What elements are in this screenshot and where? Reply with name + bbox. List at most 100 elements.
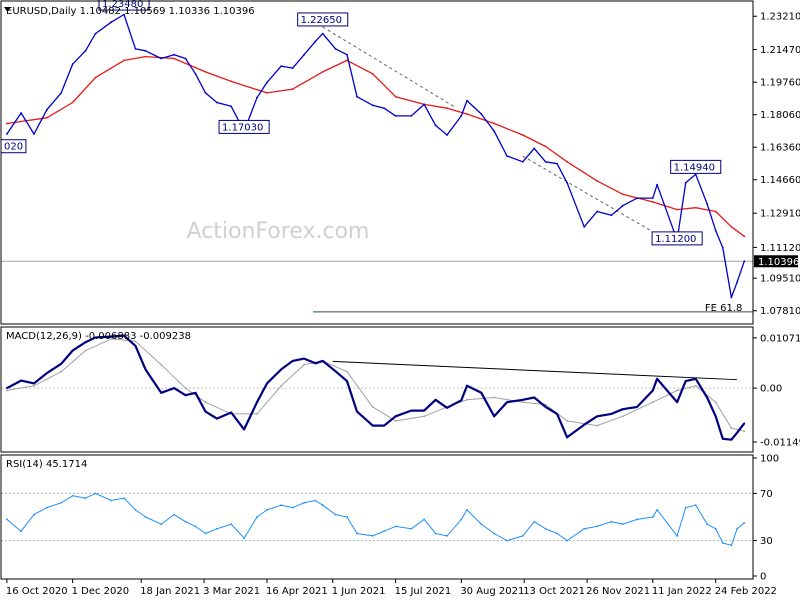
price-line-point	[194, 72, 197, 75]
macd-signal-line-point	[596, 424, 598, 427]
rsi-line-point	[134, 509, 137, 511]
macd-line-point	[60, 362, 63, 365]
macd-signal-line-point	[521, 401, 524, 404]
macd-line-point	[610, 413, 613, 415]
rsi-line-point	[243, 537, 246, 540]
rsi-line-point	[94, 492, 97, 495]
macd-line-point	[736, 431, 738, 434]
rsi-line-point	[356, 532, 358, 535]
moving-average-line-point	[596, 180, 598, 182]
macd-line-point	[160, 391, 163, 394]
price-line-point	[334, 48, 337, 50]
macd-line-point	[706, 396, 708, 399]
y-tick-label: 1.21470	[760, 45, 800, 56]
price-line-point	[123, 13, 125, 16]
macd-line-point	[656, 377, 658, 380]
macd-line-point	[266, 382, 268, 385]
macd-line-point	[446, 406, 448, 409]
price-line-point	[706, 202, 708, 205]
macd-line-point	[134, 345, 137, 347]
x-tick-label: 26 Nov 2021	[586, 586, 650, 597]
rsi-line-point	[60, 501, 63, 504]
y-tick-label: 1.11120	[760, 243, 800, 254]
macd-signal-line-point	[566, 420, 568, 422]
x-tick-label: 16 Oct 2020	[6, 586, 68, 597]
macd-line-point	[506, 401, 508, 404]
current-price-label: 1.10396	[758, 257, 799, 268]
macd-line-point	[480, 391, 483, 394]
moving-average-line-point	[394, 95, 397, 98]
rsi-line-point	[434, 532, 437, 535]
macd-line-point	[110, 335, 113, 338]
price-line-point	[621, 204, 624, 207]
moving-average-line	[6, 55, 745, 237]
rsi-line-point	[544, 527, 547, 530]
price-line-point	[280, 65, 283, 67]
price-line-point	[636, 197, 638, 200]
macd-signal-line-point	[6, 389, 8, 392]
rsi-line-point	[123, 497, 125, 499]
x-tick-label: 24 Feb 2022	[715, 586, 777, 597]
price-annotation: 1.17030	[222, 122, 263, 133]
rsi-line-point	[204, 532, 207, 535]
rsi-line-point	[256, 516, 258, 518]
macd-line-point	[256, 401, 258, 404]
rsi-line-point	[383, 530, 385, 533]
moving-average-line-point	[71, 101, 74, 104]
price-line-point	[566, 181, 568, 184]
y-tick-label: 0.010719	[760, 333, 800, 344]
rsi-line-point	[230, 523, 233, 525]
macd-line-point	[204, 410, 207, 413]
macd-line-point	[423, 409, 426, 412]
y-tick-label: 0	[760, 572, 766, 583]
annotation-box	[670, 159, 722, 174]
macd-line-point	[6, 387, 8, 389]
rsi-line-point	[71, 494, 74, 497]
x-tick-label: 13 Oct 2021	[523, 586, 585, 597]
price-line-point	[460, 115, 463, 117]
chevron-down-icon[interactable]	[4, 7, 11, 12]
macd-signal-line-point	[730, 427, 733, 429]
price-line-point	[20, 112, 22, 114]
moving-average-line-point	[173, 57, 176, 60]
rsi-line-point	[596, 525, 598, 528]
rsi-line-point	[460, 518, 463, 521]
rsi-line-point	[160, 523, 163, 525]
macd-signal-line-point	[60, 370, 63, 373]
macd-line-point	[383, 424, 385, 427]
price-line-point	[493, 130, 496, 133]
rsi-line-point	[410, 527, 413, 530]
macd-signal-line-point	[651, 401, 654, 404]
macd-signal-line-point	[160, 363, 163, 366]
rsi-line-point	[706, 523, 708, 525]
macd-line-point	[280, 368, 283, 371]
rsi-line-point	[280, 504, 283, 507]
rsi-line-point	[33, 513, 35, 516]
macd-line-point	[466, 384, 468, 387]
macd-line-point	[46, 372, 48, 374]
price-annotation: 1.14940	[674, 162, 715, 173]
price-line-point	[184, 57, 187, 60]
rsi-line-point	[266, 509, 268, 511]
price-line-point	[533, 147, 536, 150]
macd-line-point	[730, 438, 733, 441]
price-line-point	[230, 105, 233, 108]
rsi-line-point	[20, 530, 22, 533]
rsi-line-point	[533, 520, 536, 523]
macd-line-point	[743, 422, 746, 425]
price-line-point	[521, 160, 524, 163]
macd-line-point	[651, 389, 654, 392]
y-tick-label: 1.18060	[760, 110, 800, 121]
macd-line-point	[583, 423, 586, 426]
macd-line-point	[533, 396, 536, 399]
moving-average-line-point	[714, 210, 717, 213]
x-tick-label: 3 Mar 2021	[203, 586, 260, 597]
price-line-point	[46, 108, 48, 111]
macd-trendline	[332, 360, 738, 381]
price-line-point	[173, 53, 176, 56]
macd-signal-line-point	[621, 415, 624, 418]
price-line-point	[266, 81, 268, 84]
price-line-point	[110, 21, 113, 24]
